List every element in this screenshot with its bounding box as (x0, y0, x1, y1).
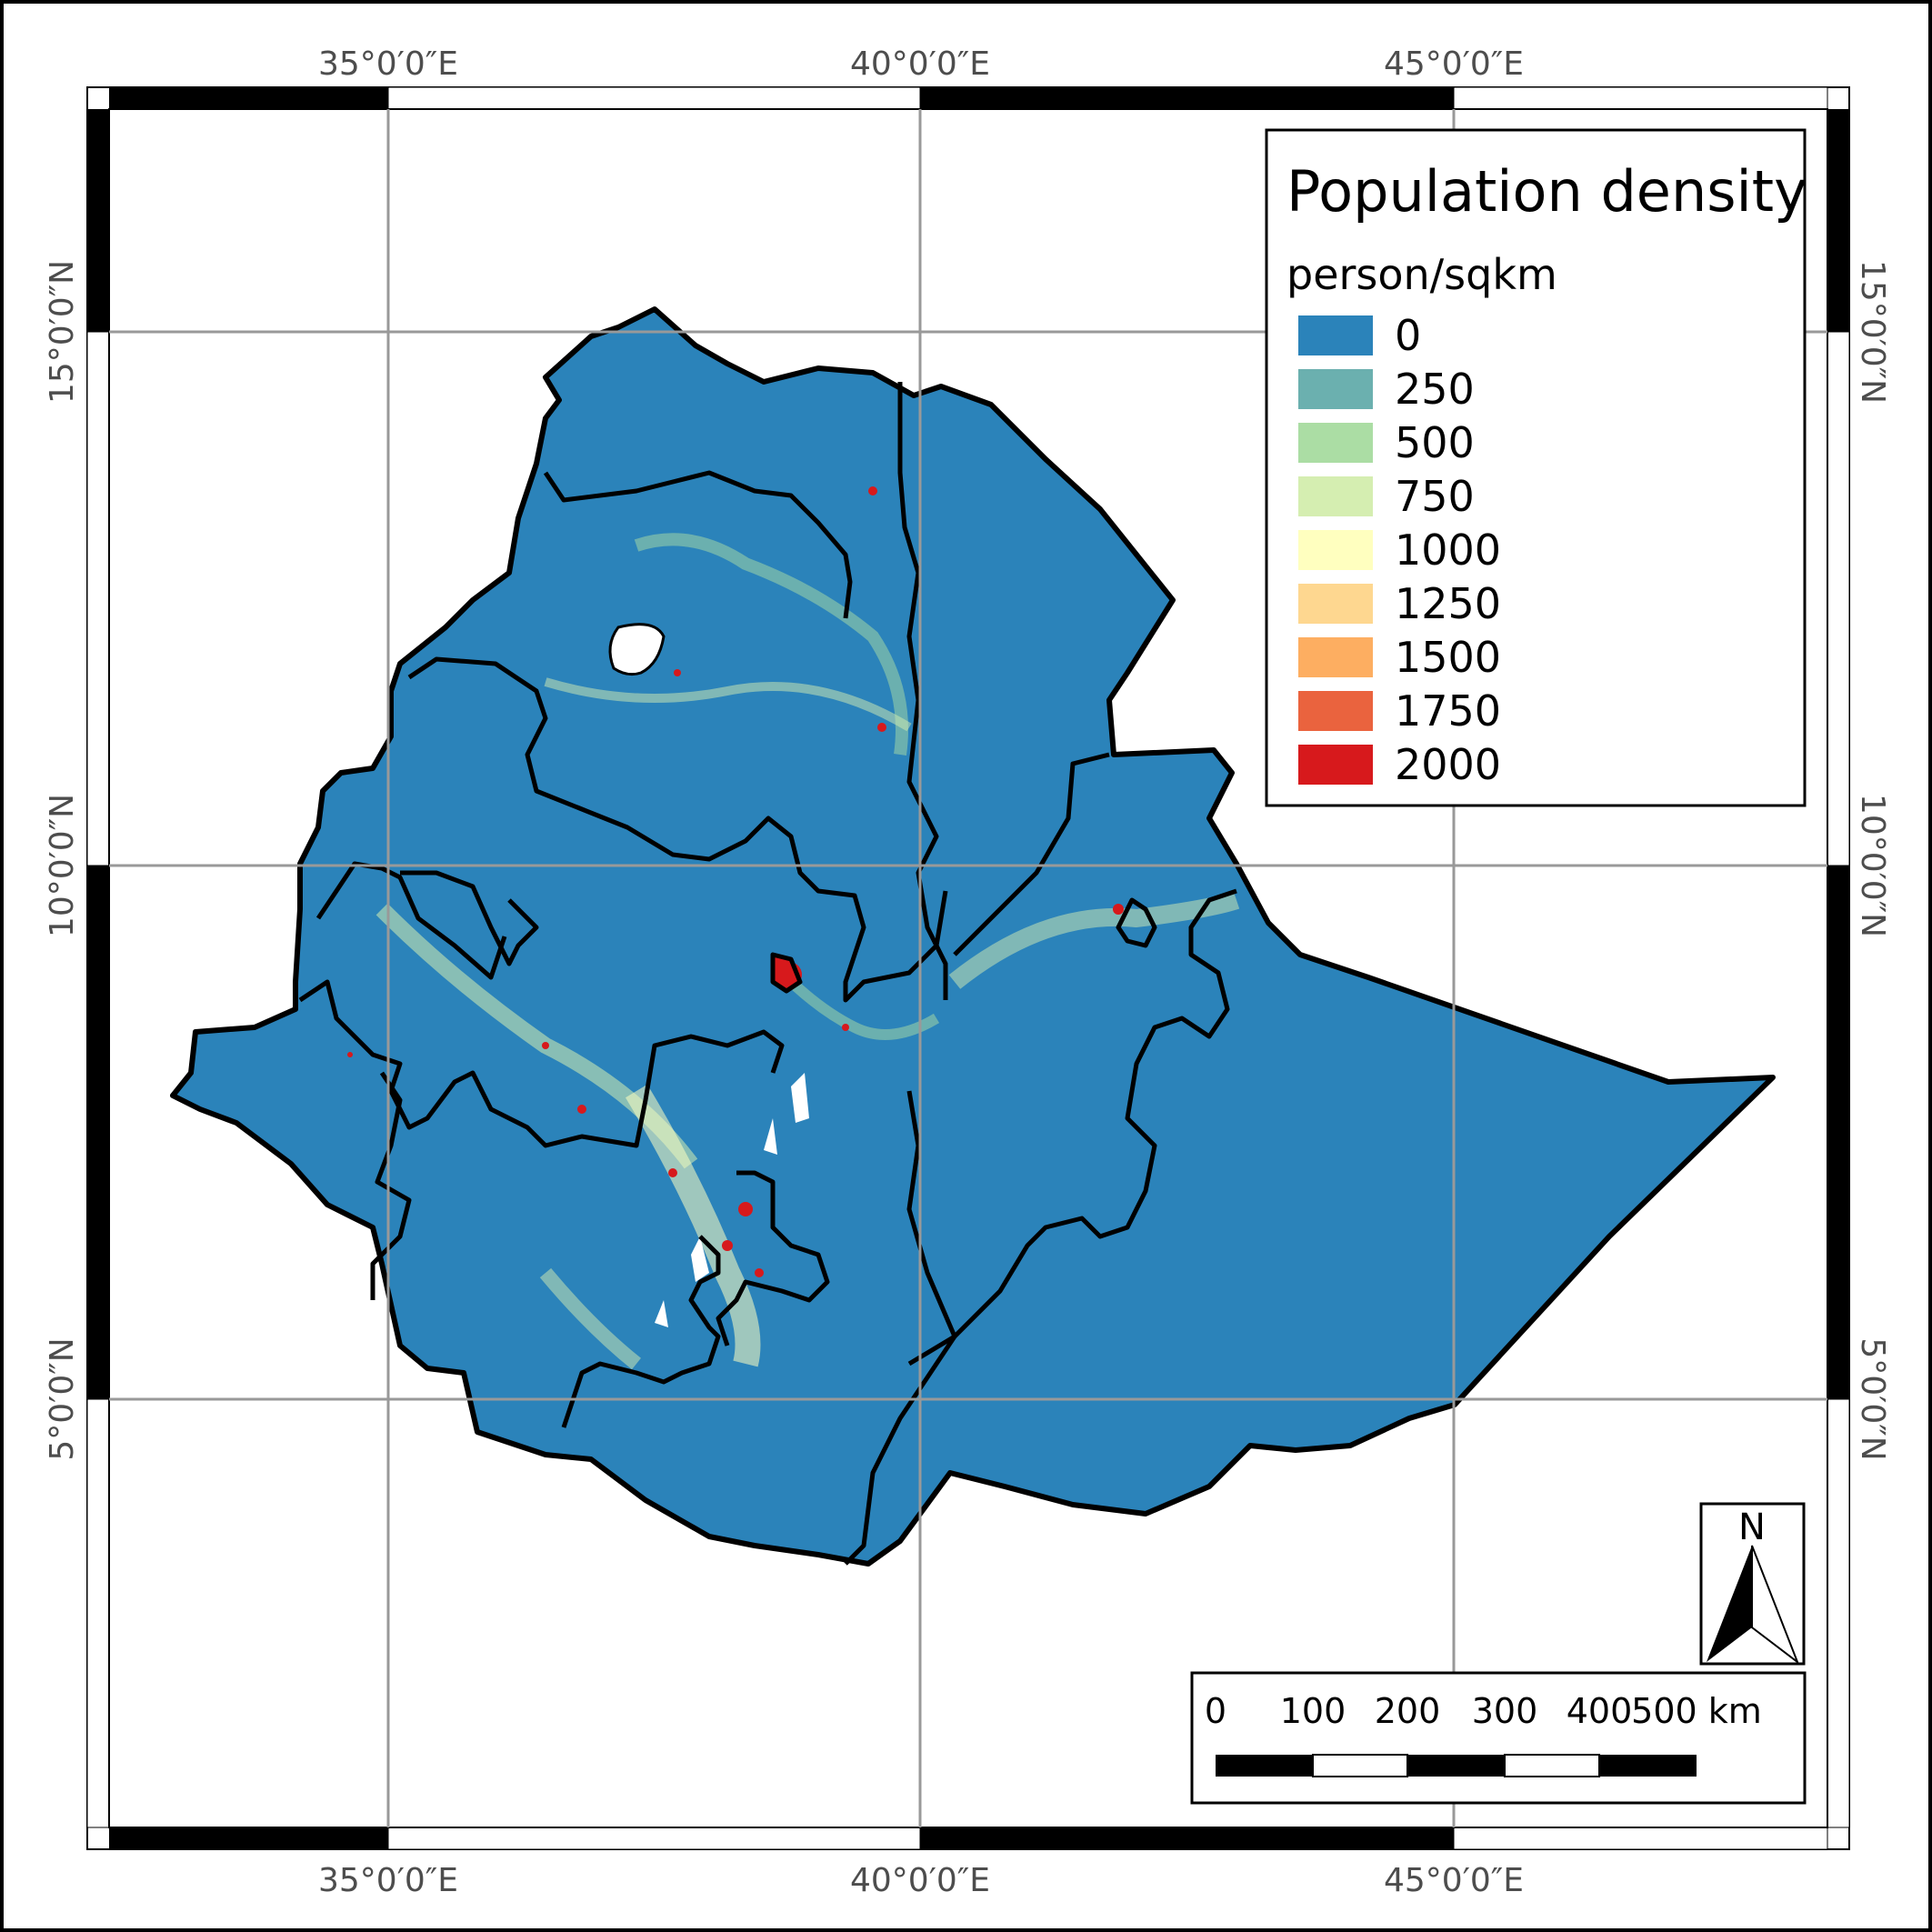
lon-label-top-35: 35°0′0″E (318, 45, 458, 83)
lon-label-bottom-45: 45°0′0″E (1384, 1862, 1524, 1899)
legend-value: 1750 (1395, 686, 1501, 736)
lat-label-right-10: 10°0′0″N (1854, 794, 1891, 937)
scale-label: 100 (1280, 1691, 1346, 1731)
legend-value: 2000 (1395, 740, 1501, 789)
north-arrow: N (1699, 1502, 1806, 1666)
region-boundaries (298, 382, 1237, 1566)
lon-label-bottom-35: 35°0′0″E (318, 1862, 458, 1899)
legend-swatch (1298, 584, 1373, 624)
legend-title: Population density (1286, 158, 1807, 225)
scale-bar-segments (1216, 1754, 1697, 1777)
lat-label-left-15: 15°0′0″N (44, 260, 81, 404)
legend-swatch (1298, 637, 1373, 677)
legend-value: 1500 (1395, 633, 1501, 682)
legend-swatch (1298, 691, 1373, 731)
lat-label-left-5: 5°0′0″N (44, 1337, 81, 1460)
legend-swatch (1298, 476, 1373, 516)
north-label: N (1738, 1507, 1766, 1548)
legend-unit: person/sqkm (1286, 250, 1557, 299)
legend-value: 750 (1395, 472, 1475, 521)
scale-bar-box (1190, 1671, 1807, 1805)
scale-label: 300 (1472, 1691, 1538, 1731)
lat-label-left-10: 10°0′0″N (44, 794, 81, 937)
lon-label-bottom-40: 40°0′0″E (850, 1862, 990, 1899)
scale-label: 0 (1205, 1691, 1226, 1731)
legend-swatch (1298, 315, 1373, 355)
scale-label: 500 km (1631, 1691, 1762, 1731)
legend-value: 1250 (1395, 579, 1501, 628)
legend-swatch (1298, 423, 1373, 463)
frame-ticks (86, 86, 1850, 1850)
scale-label: 200 (1375, 1691, 1441, 1731)
scale-label: 400 (1567, 1691, 1633, 1731)
legend-swatch (1298, 745, 1373, 785)
legend-value: 0 (1395, 311, 1421, 360)
legend-swatch (1298, 530, 1373, 570)
legend-value: 500 (1395, 418, 1475, 467)
legend-swatch (1298, 369, 1373, 409)
legend-value: 1000 (1395, 526, 1501, 575)
lon-label-top-45: 45°0′0″E (1384, 45, 1524, 83)
legend-value: 250 (1395, 365, 1475, 414)
lon-label-top-40: 40°0′0″E (850, 45, 990, 83)
lat-label-right-15: 15°0′0″N (1854, 260, 1891, 404)
lat-label-right-5: 5°0′0″N (1854, 1337, 1891, 1460)
